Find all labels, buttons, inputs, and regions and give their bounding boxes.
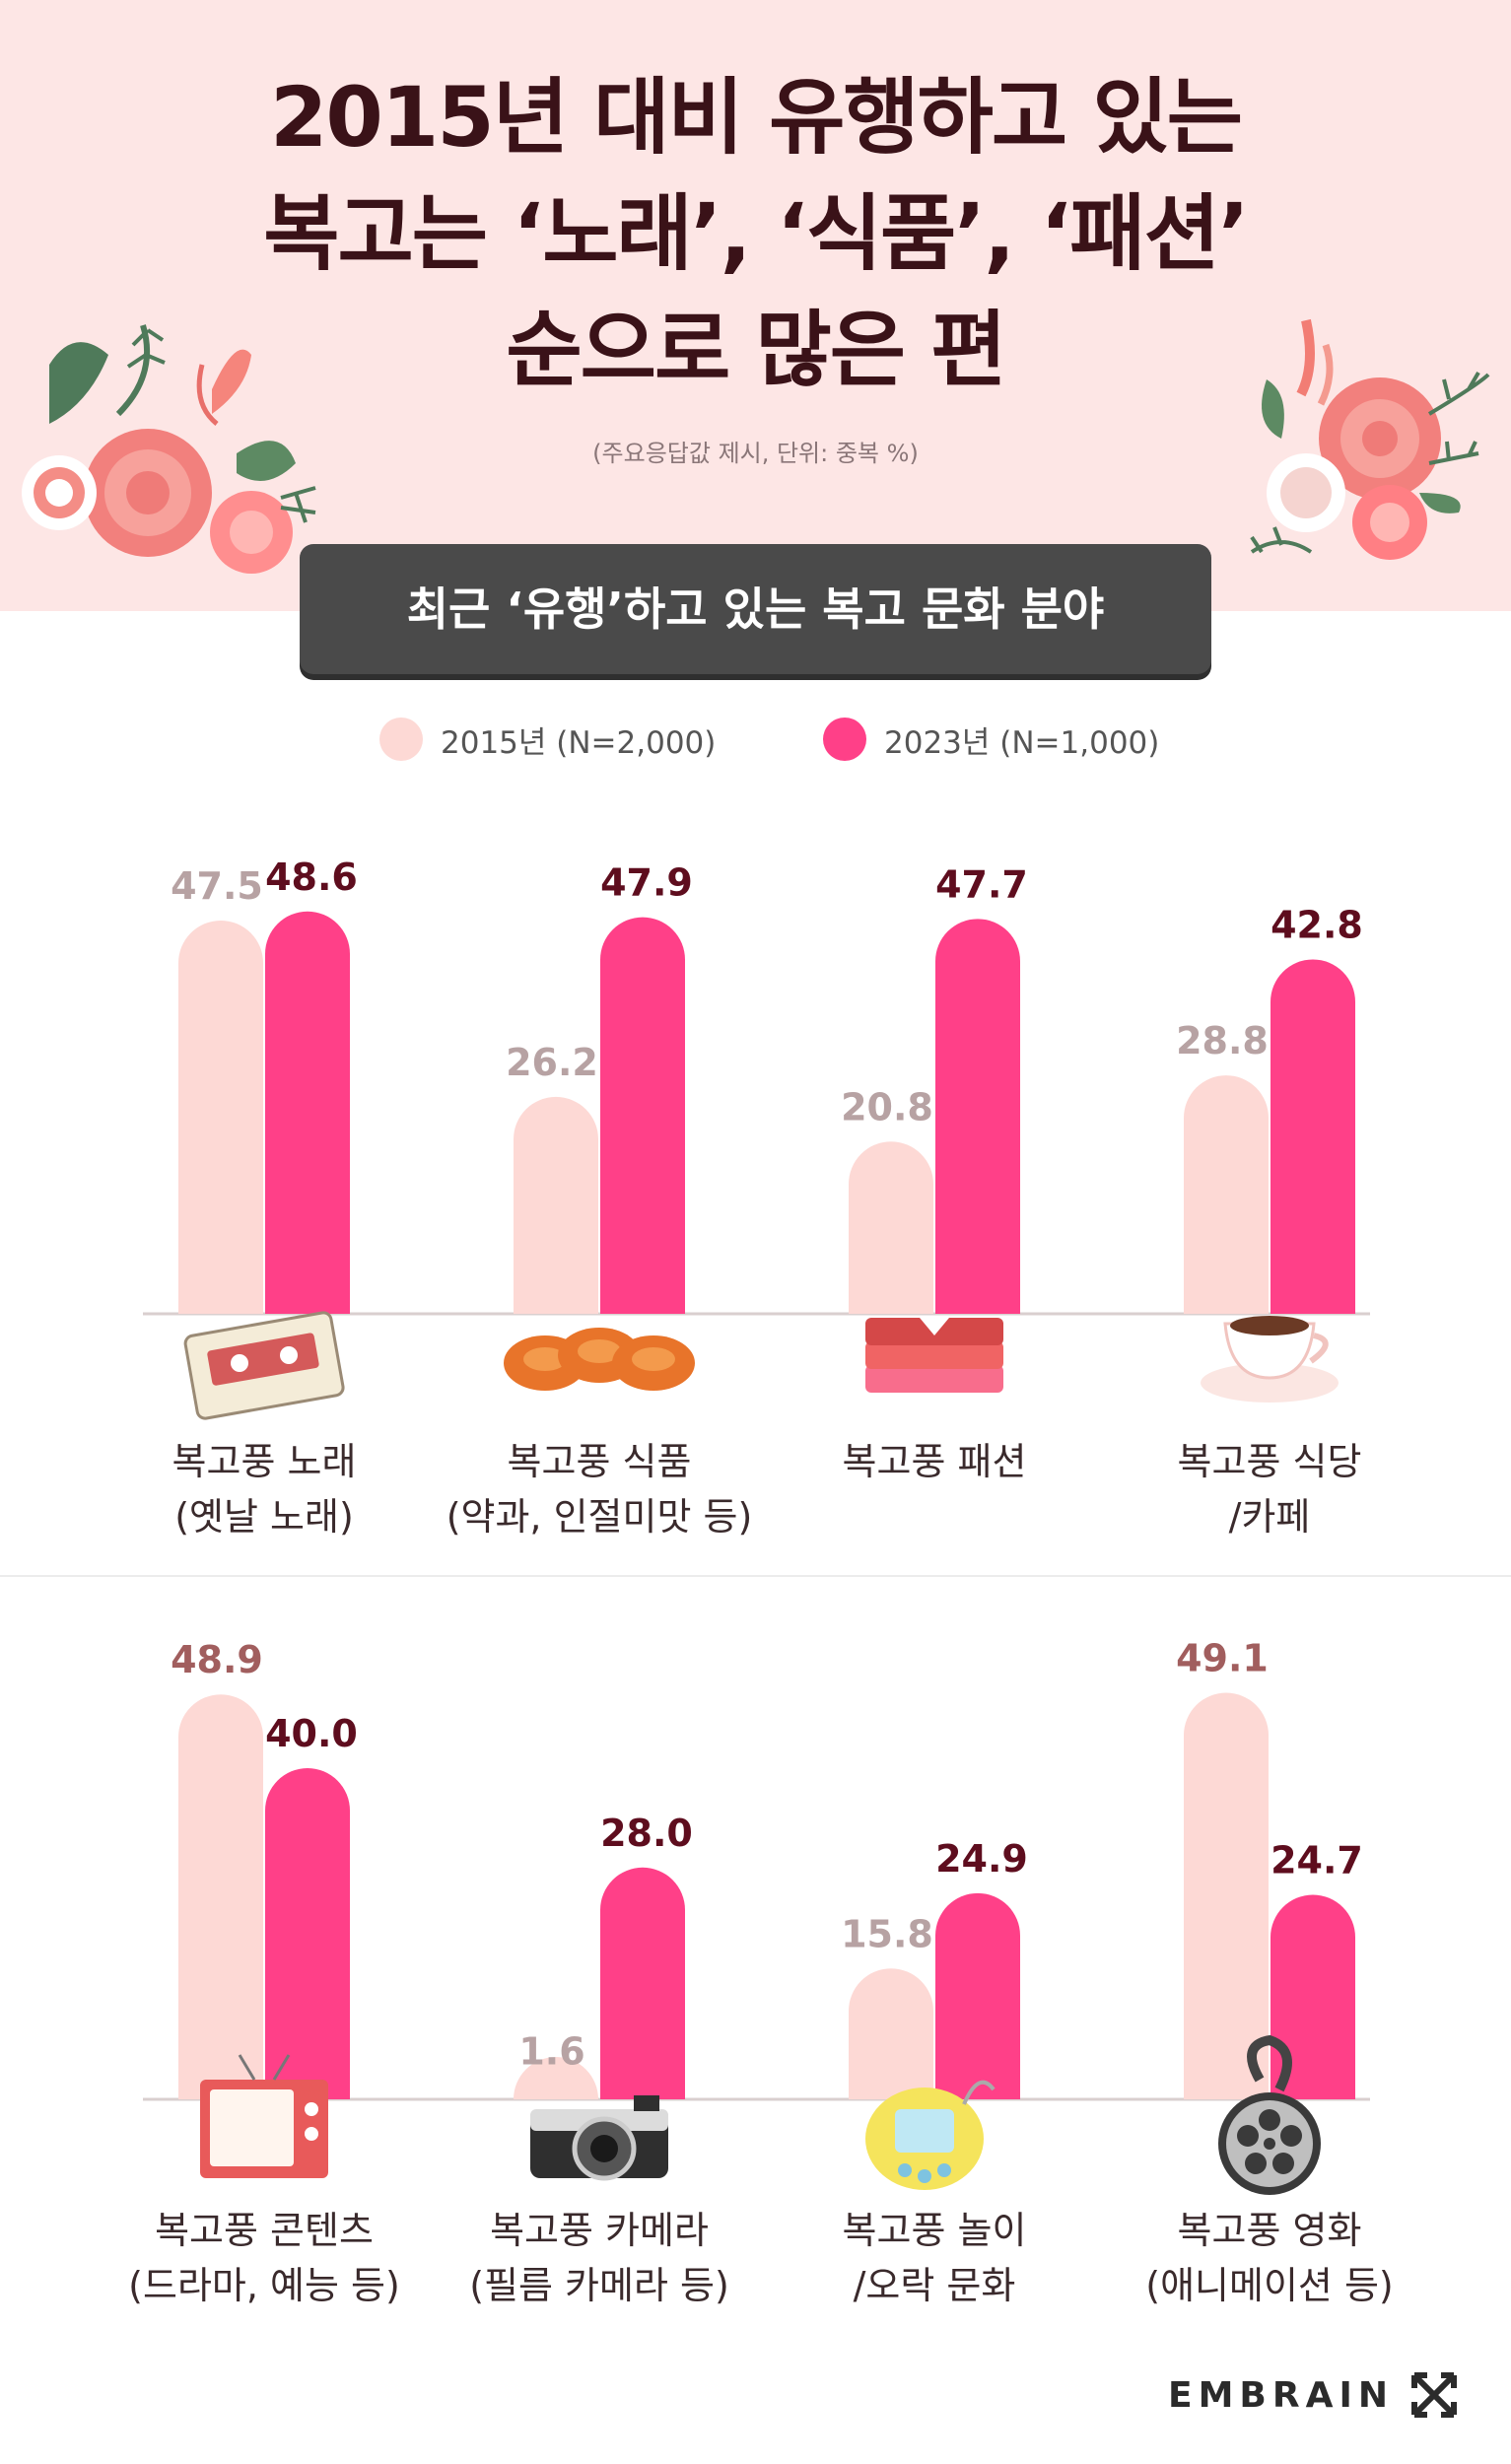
brand-name: EMBRAIN (1168, 2374, 1394, 2416)
category-label: 복고풍 콘텐츠 (드라마, 예능 등) (87, 2203, 442, 2313)
category-label-line: 복고풍 노래 (172, 1440, 357, 1483)
category-label-line: 복고풍 놀이 (842, 2209, 1027, 2252)
bar-2023 (265, 911, 350, 1314)
bar-2015 (178, 1694, 263, 2099)
value-label-2015: 28.8 (1176, 1019, 1269, 1062)
value-label-2023: 40.0 (265, 1712, 358, 1755)
retro-tv-icon (200, 2054, 328, 2178)
legend-label-2015: 2015년 (N=2,000) (441, 724, 717, 761)
flower-decoration (22, 318, 1490, 574)
category-label-line: 복고풍 카메라 (490, 2209, 709, 2252)
category-label-line: (약과, 인절미맛 등) (446, 1495, 753, 1539)
film-camera-icon (530, 2095, 668, 2181)
category-label-line: /카페 (1228, 1495, 1311, 1539)
value-label-2015: 26.2 (506, 1041, 598, 1084)
legend-label-2023: 2023년 (N=1,000) (884, 724, 1160, 761)
category-label: 복고풍 노래 (옛날 노래) (87, 1434, 442, 1544)
category-label-line: 복고풍 영화 (1177, 2209, 1362, 2252)
banner-text: 최근 ‘유행’하고 있는 복고 문화 분야 (406, 582, 1105, 636)
title-line-1: 2015년 대비 유행하고 있는 (269, 69, 1243, 166)
value-label-2015: 47.5 (171, 864, 263, 908)
category-label: 복고풍 영화 (애니메이션 등) (1092, 2203, 1447, 2313)
title-line-3: 순으로 많은 편 (506, 302, 1006, 398)
bar-2023 (1271, 1894, 1355, 2099)
bar-2023 (265, 1768, 350, 2099)
brand-logo: EMBRAIN (1168, 2365, 1483, 2425)
value-label-2015: 49.1 (1176, 1637, 1269, 1680)
category-label: 복고풍 패션 (757, 1434, 1112, 1489)
legend-item-2023: 2023년 (N=1,000) (823, 715, 1159, 764)
value-label-2015: 15.8 (841, 1912, 933, 1955)
bar-2015 (514, 2057, 598, 2099)
bar-2015 (849, 1141, 933, 1314)
value-label-2015: 20.8 (841, 1085, 933, 1129)
value-label-2015: 48.9 (171, 1638, 263, 1681)
film-reel-icon (1218, 2034, 1321, 2195)
category-label-line: (필름 카메라 등) (469, 2264, 729, 2307)
yakgwa-cookie-icon (504, 1328, 695, 1391)
value-label-2015: 1.6 (518, 2030, 584, 2074)
left-flower-bouquet-icon (22, 324, 316, 574)
value-label-2023: 24.9 (935, 1837, 1028, 1881)
bar-2023 (1271, 959, 1355, 1314)
coffee-cup-icon (1201, 1316, 1339, 1403)
page-title: 2015년 대비 유행하고 있는 복고는 ‘노래’, ‘식품’, ‘패션’ 순으… (0, 59, 1511, 408)
category-label-line: (드라마, 예능 등) (128, 2264, 400, 2307)
section-divider (0, 1575, 1511, 1577)
bar-2015 (849, 1968, 933, 2099)
category-label: 복고풍 카메라 (필름 카메라 등) (422, 2203, 777, 2313)
value-label-2023: 47.7 (935, 862, 1028, 906)
category-label: 복고풍 놀이/오락 문화 (757, 2203, 1112, 2313)
category-label-line: 복고풍 패션 (842, 1440, 1027, 1483)
bar-2023 (600, 1867, 685, 2099)
brand-mark-icon (1410, 2372, 1457, 2418)
category-label-line: 복고풍 식품 (507, 1440, 692, 1483)
chart-legend: 2015년 (N=2,000) 2023년 (N=1,000) (0, 715, 1511, 764)
right-flower-bouquet-icon (1250, 318, 1490, 560)
value-label-2023: 24.7 (1271, 1839, 1363, 1882)
category-label-line: /오락 문화 (853, 2264, 1016, 2307)
category-label-line: (옛날 노래) (174, 1495, 354, 1539)
value-label-2023: 42.8 (1271, 903, 1363, 946)
bar-2023 (600, 917, 685, 1314)
category-label: 복고풍 식당/카페 (1092, 1434, 1447, 1544)
bar-2023 (935, 1892, 1020, 2099)
title-line-2: 복고는 ‘노래’, ‘식품’, ‘패션’ (263, 185, 1250, 282)
value-label-2023: 28.0 (600, 1812, 693, 1855)
tamagotchi-icon (865, 2080, 996, 2190)
category-label-line: 복고풍 식당 (1177, 1440, 1362, 1483)
bar-2023 (935, 919, 1020, 1314)
section-banner: 최근 ‘유행’하고 있는 복고 문화 분야 (300, 544, 1211, 674)
bar-2015 (1184, 1692, 1269, 2099)
cassette-tape-icon (183, 1311, 345, 1420)
bar-2015 (1184, 1075, 1269, 1314)
value-label-2023: 48.6 (265, 856, 358, 899)
unit-note: (주요응답값 제시, 단위: 중복 %) (592, 440, 919, 467)
legend-item-2015: 2015년 (N=2,000) (379, 715, 716, 764)
folded-clothes-icon (865, 1318, 1003, 1393)
category-label-line: (애니메이션 등) (1145, 2264, 1394, 2307)
bar-2015 (514, 1096, 598, 1314)
value-label-2023: 47.9 (600, 861, 693, 905)
legend-swatch-2023 (823, 718, 866, 761)
bar-2015 (178, 921, 263, 1314)
category-label: 복고풍 식품 (약과, 인절미맛 등) (422, 1434, 777, 1544)
category-label-line: 복고풍 콘텐츠 (155, 2209, 374, 2252)
legend-swatch-2015 (379, 718, 423, 761)
